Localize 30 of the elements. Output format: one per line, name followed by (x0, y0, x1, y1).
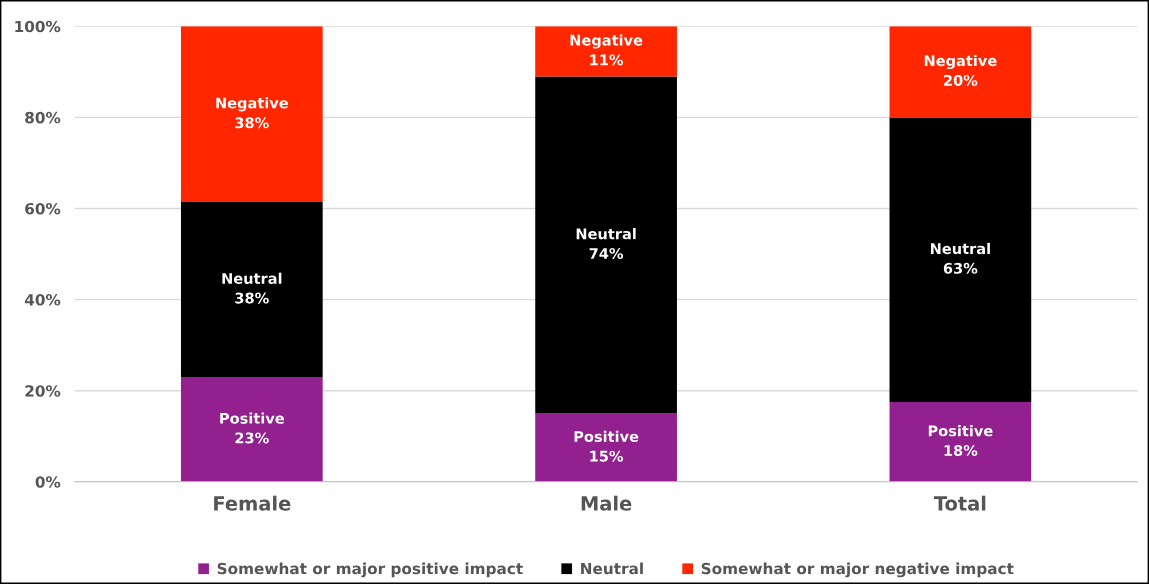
y-tick-label: 100% (15, 20, 61, 33)
data-label: Positive 15% (574, 430, 639, 462)
data-label: Positive 23% (220, 412, 284, 444)
legend-label: Neutral (581, 562, 643, 575)
bar (180, 377, 323, 482)
bar (180, 202, 323, 378)
y-tick-label: 80% (25, 111, 61, 124)
bar (889, 117, 1032, 403)
data-label: Negative 38% (216, 97, 288, 129)
data-label: Neutral 63% (930, 242, 990, 274)
y-tick-label: 0% (35, 476, 61, 488)
data-label: Positive 18% (928, 425, 993, 456)
data-label: Negative 20% (924, 54, 997, 86)
bar (889, 26, 1032, 118)
y-tick-label: 40% (24, 294, 61, 306)
y-tick-label: 20% (25, 385, 61, 397)
bar (535, 76, 677, 414)
x-tick-label: Female (214, 495, 291, 511)
data-label: Neutral 38% (222, 272, 282, 304)
data-label: Neutral 74% (576, 228, 636, 259)
legend-label: Somewhat or major negative impact (701, 562, 1014, 578)
bar (180, 26, 323, 203)
x-tick-label: Male (581, 495, 632, 511)
data-label: Negative 11% (570, 34, 643, 66)
bar (535, 26, 677, 77)
y-tick-label: 60% (25, 202, 61, 215)
bar (889, 402, 1032, 482)
bar (535, 413, 677, 482)
x-tick-label: Total (933, 495, 986, 511)
legend-label: Somewhat or major positive impact (217, 562, 523, 578)
